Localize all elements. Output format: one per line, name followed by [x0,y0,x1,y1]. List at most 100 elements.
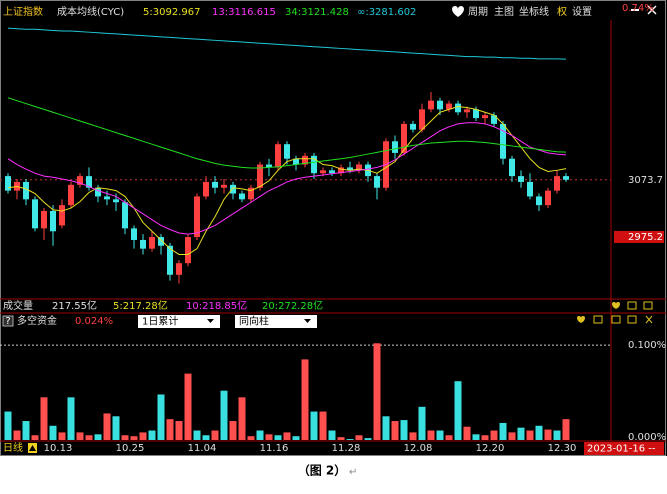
bar [256,430,264,440]
candle-body [266,164,272,168]
candle-body [131,228,137,240]
bar [382,416,390,440]
menu-item[interactable]: 设置 [572,6,592,18]
panel-icon[interactable] [627,315,637,324]
volume-legend: 10:218.85亿 [186,299,247,312]
ma-line [7,97,567,169]
menu-item[interactable]: 坐标线 [519,5,549,18]
candle-body [563,176,569,180]
candle-body [140,239,146,249]
favorite-icon[interactable] [577,316,585,323]
candle-body [23,181,29,200]
bar [229,421,237,440]
candle-body [320,170,326,174]
candle-body [95,187,101,197]
period-label[interactable]: 日线 [3,441,23,454]
candle-body [41,210,47,229]
bar [292,436,300,440]
x-tick-label: 12.20 [476,443,505,454]
favorite-icon[interactable] [452,6,464,17]
dropdown-text[interactable]: 1日累计 [142,315,178,328]
bar [283,432,291,440]
minimize-icon[interactable] [631,9,639,11]
candle-body [401,123,407,153]
help-icon-text[interactable]: ? [5,316,10,327]
dropdown[interactable] [138,315,220,328]
candle-body [239,193,245,200]
bar [319,411,327,440]
bar [400,420,408,440]
menu-item[interactable]: 主图 [494,6,514,18]
panel-icon[interactable] [627,301,637,310]
indicator-name[interactable]: 成本均线(CYC) [57,5,124,18]
y-tick-box [614,230,664,243]
bar [526,430,534,440]
close-icon[interactable] [645,315,653,324]
bar [409,432,417,440]
candle-body [212,181,218,188]
candle-body [284,144,290,159]
candle-body [293,158,299,165]
x-tick-label: 10.25 [116,443,145,454]
bar [328,430,336,440]
dropdown-arrow[interactable] [304,319,311,323]
candle-body [194,196,200,238]
ma-line [7,105,567,255]
bar [445,435,453,440]
bar [265,434,273,440]
dropdown-arrow[interactable] [207,319,214,323]
favorite-icon[interactable] [612,302,620,309]
panel-icon[interactable] [643,301,653,310]
dropdown-text[interactable]: 同向柱 [239,315,269,328]
legend-entry: 34:3121.428 [285,7,349,18]
volume-legend: 20:272.28亿 [262,299,323,312]
x-tick-label: 10.13 [44,443,73,454]
menu-item[interactable]: 周期 [468,6,488,18]
help-icon[interactable] [2,315,14,327]
cursor-date-box [584,442,664,455]
index-name[interactable]: 上证指数 [3,5,43,18]
candle-body [554,176,560,191]
candle-body [50,210,56,232]
top-label: 0.74% [622,3,654,14]
bar [139,432,147,440]
candle-body [311,155,317,174]
candle-body [455,103,461,113]
legend-entry: 5:3092.967 [143,7,200,18]
x-tick-label: 12.30 [548,443,577,454]
close-icon[interactable] [647,5,657,15]
panel-icon[interactable] [593,315,603,324]
candle-body [527,181,533,197]
candle-body [203,181,209,197]
candle-body [545,190,551,206]
bar [490,430,498,440]
bar [184,373,192,440]
bar [391,421,399,440]
bar [211,430,219,440]
bar [310,411,318,440]
y-tick-label: 2975.2 [628,232,663,243]
bar [220,390,228,440]
candle-body [158,237,164,246]
dropdown[interactable] [235,315,317,328]
menu-item[interactable]: 权 [557,5,567,18]
bar [418,406,426,440]
bar [355,435,363,440]
candle-body [221,184,227,188]
caption: （图 2） [298,463,347,478]
bar [247,436,255,440]
candle-body [329,170,335,174]
candle-body [248,187,254,200]
bar [238,397,246,440]
candle-body [437,100,443,110]
bar [157,394,165,440]
frame [0,0,666,456]
bar [544,429,552,440]
x-tick-label: 12.08 [404,443,433,454]
bar [553,430,561,440]
candle-body [473,109,479,119]
period-toggle-arrow[interactable] [29,445,36,451]
bar [67,397,75,440]
panel-icon[interactable] [611,315,621,324]
